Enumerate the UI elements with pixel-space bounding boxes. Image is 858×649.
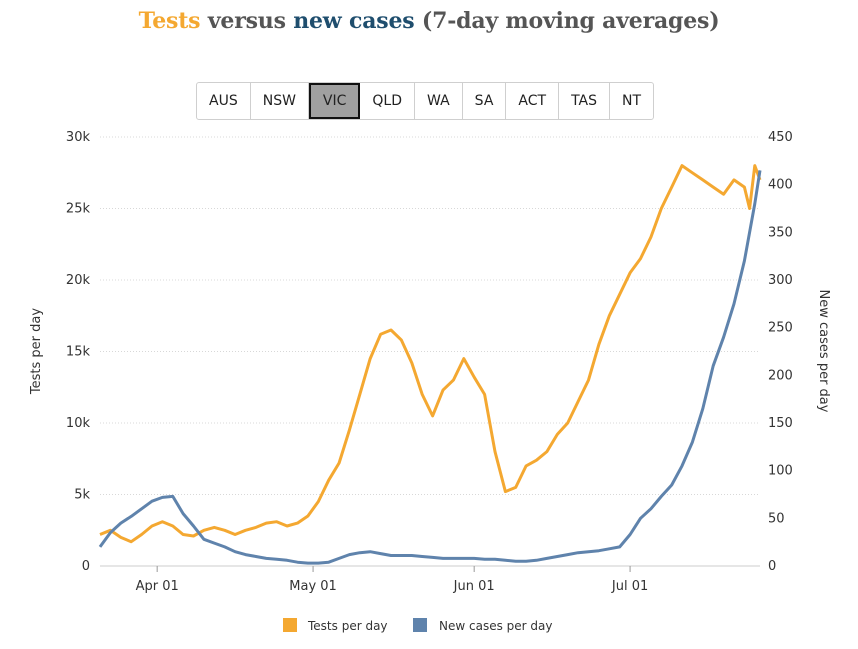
- y-tick-label-left: 5k: [74, 488, 90, 503]
- y-axis-label-left: Tests per day: [29, 308, 44, 395]
- tab-aus[interactable]: AUS: [197, 83, 251, 119]
- y-tick-label-left: 15k: [66, 345, 91, 360]
- y-tick-label-left: 25k: [66, 202, 91, 217]
- x-tick-label: Jun 01: [453, 579, 495, 594]
- tab-act[interactable]: ACT: [506, 83, 560, 119]
- x-tick-label: May 01: [289, 579, 337, 594]
- y-tick-label-right: 400: [768, 178, 793, 193]
- y-tick-label-right: 0: [768, 559, 776, 574]
- y-tick-label-right: 50: [768, 511, 785, 526]
- left-y-axis: 0 5k 10k 15k 20k 25k 30k: [66, 130, 91, 574]
- legend-swatch-tests[interactable]: [283, 618, 297, 632]
- tab-vic[interactable]: VIC: [308, 83, 361, 119]
- title-tests: Tests: [138, 8, 201, 34]
- legend-label-cases[interactable]: New cases per day: [439, 619, 552, 633]
- y-tick-label-right: 450: [768, 130, 793, 145]
- tab-sa[interactable]: SA: [463, 83, 507, 119]
- y-tick-label-right: 350: [768, 225, 793, 240]
- y-tick-label-right: 200: [768, 368, 793, 383]
- tab-nsw[interactable]: NSW: [251, 83, 309, 119]
- legend-label-tests[interactable]: Tests per day: [307, 619, 388, 633]
- gridlines: [100, 136, 760, 567]
- tab-qld[interactable]: QLD: [360, 83, 416, 119]
- title-new-cases: new cases: [293, 8, 415, 34]
- y-tick-label-left: 10k: [66, 416, 91, 431]
- y-axis-label-right: New cases per day: [816, 290, 831, 413]
- y-tick-label-right: 150: [768, 416, 793, 431]
- y-tick-label-right: 300: [768, 273, 793, 288]
- y-tick-label-left: 30k: [66, 130, 91, 145]
- legend: Tests per day New cases per day: [283, 618, 552, 633]
- title-versus: versus: [200, 8, 294, 34]
- title-suffix: (7-day moving averages): [414, 8, 720, 34]
- chart-title: Tests versus new cases (7-day moving ave…: [0, 8, 858, 34]
- series-line-tests[interactable]: [99, 164, 762, 544]
- x-tick-label: Jul 01: [611, 579, 648, 594]
- y-tick-label-left: 0: [82, 559, 90, 574]
- legend-swatch-cases[interactable]: [413, 618, 427, 632]
- right-y-axis: 0 50 100 150 200 250 300 350 400 450: [768, 130, 793, 574]
- tab-nt[interactable]: NT: [622, 93, 642, 109]
- series-line-new-cases[interactable]: [98, 170, 762, 565]
- x-axis: Apr 01 May 01 Jun 01 Jul 01: [136, 566, 648, 594]
- y-tick-label-left: 20k: [66, 273, 91, 288]
- state-tab-bar: AUS NSW VIC QLD WA SA ACT TAS NT: [196, 82, 655, 120]
- x-tick-label: Apr 01: [136, 579, 179, 594]
- y-tick-label-right: 100: [768, 464, 793, 479]
- tab-wa[interactable]: WA: [415, 83, 463, 119]
- tab-tas[interactable]: TAS: [559, 83, 611, 119]
- y-tick-label-right: 250: [768, 321, 793, 336]
